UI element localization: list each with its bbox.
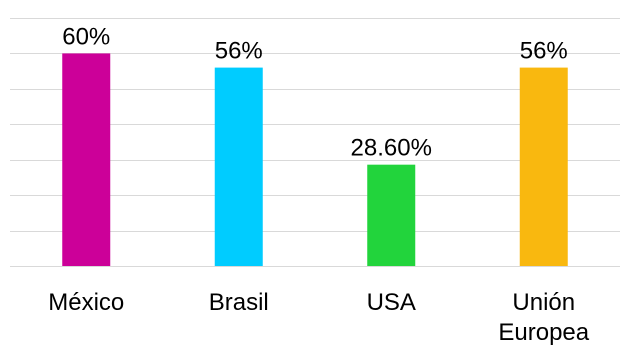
category-label-2: Brasil bbox=[209, 289, 269, 316]
category-label-line: Brasil bbox=[209, 289, 269, 316]
category-label-3: USA bbox=[367, 289, 416, 316]
bars bbox=[62, 53, 568, 266]
category-label-1: México bbox=[48, 289, 124, 316]
category-label-line: Europea bbox=[498, 319, 589, 346]
category-label-4: Unión Europea bbox=[498, 289, 589, 346]
data-label-1: 60% bbox=[62, 23, 110, 50]
data-label-4: 56% bbox=[520, 38, 568, 65]
bar-4 bbox=[519, 67, 568, 266]
category-label-line: Unión bbox=[512, 289, 575, 316]
bar-2 bbox=[214, 67, 263, 266]
bar-3 bbox=[367, 164, 416, 266]
bar-1 bbox=[62, 53, 111, 266]
data-labels: 60% 56% 28.60% 56% bbox=[62, 23, 568, 161]
gridlines bbox=[10, 18, 620, 267]
data-label-2: 56% bbox=[215, 38, 263, 65]
category-labels: México Brasil USA Unión Europea bbox=[48, 289, 590, 346]
data-label-3: 28.60% bbox=[351, 135, 432, 162]
category-label-line: México bbox=[48, 289, 124, 316]
category-label-line: USA bbox=[367, 289, 416, 316]
